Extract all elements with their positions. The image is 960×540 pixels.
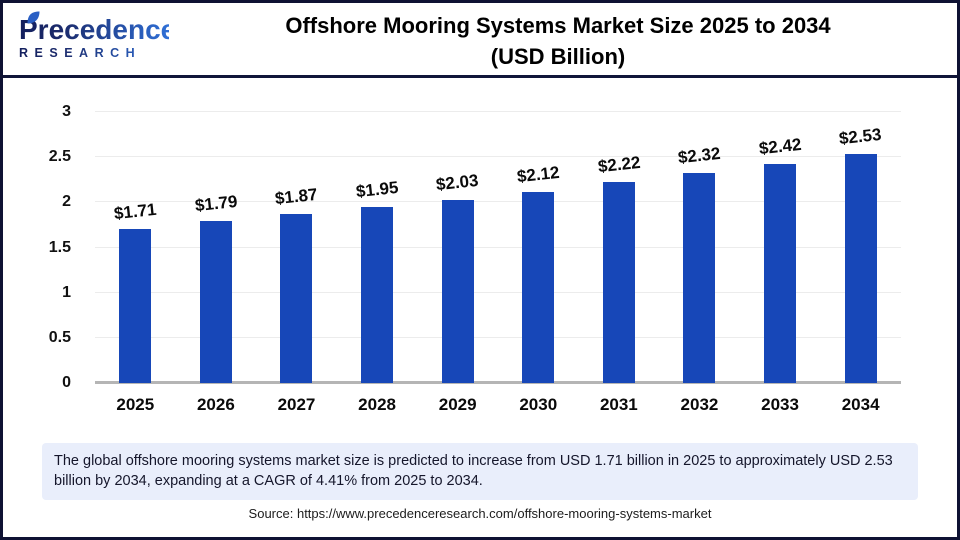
- plot-area: $1.71 $1.79 $1.87 $1.95 $2.03 $2.12 $2.22 $2.32…: [95, 111, 901, 384]
- x-tick-label: 2034: [841, 395, 880, 414]
- bar-value-label: $2.42: [757, 135, 803, 159]
- bar-value-label: $1.87: [274, 184, 319, 209]
- leaf-icon: [27, 11, 40, 24]
- gridline: [95, 291, 901, 293]
- bar-slot: $1.87: [256, 112, 337, 383]
- x-axis-labels: 2025 2026 2027 2028 2029 2030 2031 2032 2033 2034: [95, 395, 901, 415]
- bar-slot: $2.42: [740, 112, 821, 383]
- bar-value-label: $1.95: [354, 177, 400, 202]
- page-title-line2: (USD Billion): [490, 44, 626, 69]
- gridline: [95, 156, 901, 158]
- logo-wordmark: Precedence: [19, 14, 177, 45]
- source-text: Source: https://www.precedenceresearch.c…: [248, 506, 712, 521]
- y-tick-label: 2: [62, 193, 71, 211]
- bar-2033: [764, 164, 797, 383]
- y-tick-label: 2.5: [48, 148, 71, 166]
- y-axis-labels: 0 0.5 1 1.5 2 2.5 3: [3, 103, 83, 391]
- bar-2029: [441, 199, 474, 383]
- header-divider: [3, 75, 957, 78]
- bar-slot: $1.95: [337, 112, 418, 383]
- y-tick-label: 1.5: [48, 238, 71, 256]
- bar-2026: [199, 221, 232, 383]
- page-title: Offshore Mooring Systems Market Size 202…: [165, 10, 951, 72]
- header: Precedence RESEARCH Offshore Mooring Sys…: [3, 3, 957, 75]
- page-title-line1: Offshore Mooring Systems Market Size 202…: [285, 13, 831, 38]
- y-tick-label: 0.5: [48, 328, 71, 346]
- y-tick-label: 1: [62, 283, 71, 301]
- y-tick-label: 3: [62, 103, 71, 120]
- gridline: [95, 201, 901, 203]
- bar-value-label: $2.03: [435, 170, 480, 194]
- gridline: [95, 336, 901, 338]
- bar-slot: $1.71: [95, 112, 176, 383]
- bar-2028: [361, 206, 394, 383]
- bar-slot: $2.22: [579, 112, 660, 383]
- bar-slot: $2.12: [498, 112, 579, 383]
- note-text: The global offshore mooring systems mark…: [54, 453, 893, 489]
- x-axis-line: [95, 381, 901, 384]
- x-tick-label: 2033: [761, 395, 799, 414]
- bar-2030: [522, 191, 555, 383]
- bar-slot: $2.32: [659, 112, 740, 383]
- logo-subtitle: RESEARCH: [19, 46, 169, 60]
- bar-slot: $1.79: [176, 112, 257, 383]
- x-tick-label: 2028: [358, 395, 396, 414]
- bar-slot: $2.03: [417, 112, 498, 383]
- bar-value-label: $2.53: [838, 125, 883, 149]
- bar-2032: [683, 173, 716, 383]
- x-tick-label: 2031: [599, 395, 638, 414]
- precedence-research-logo: Precedence RESEARCH: [19, 11, 177, 60]
- bar-value-label: $1.79: [193, 192, 238, 216]
- x-tick-label: 2029: [438, 395, 477, 414]
- bar-2034: [844, 154, 877, 383]
- bar-2031: [602, 182, 635, 383]
- bars-row: $1.71 $1.79 $1.87 $1.95 $2.03 $2.12 $2.22 $2.32…: [95, 112, 901, 383]
- y-tick-label: 0: [62, 374, 71, 391]
- bar-2027: [280, 214, 313, 383]
- bar-2025: [119, 228, 152, 383]
- x-tick-label: 2030: [519, 395, 558, 414]
- x-tick-label: 2025: [116, 395, 155, 414]
- gridline: [95, 246, 901, 248]
- bar-value-label: $1.71: [113, 199, 158, 223]
- bar-value-label: $2.32: [677, 144, 722, 168]
- x-tick-label: 2032: [680, 395, 719, 414]
- bar-slot: $2.53: [820, 112, 901, 383]
- bar-value-label: $2.12: [516, 162, 561, 186]
- x-tick-label: 2026: [196, 395, 235, 414]
- x-tick-label: 2027: [277, 395, 316, 414]
- note-box: The global offshore mooring systems mark…: [42, 443, 918, 500]
- bar-value-label: $2.22: [596, 153, 641, 177]
- gridline: [95, 111, 901, 112]
